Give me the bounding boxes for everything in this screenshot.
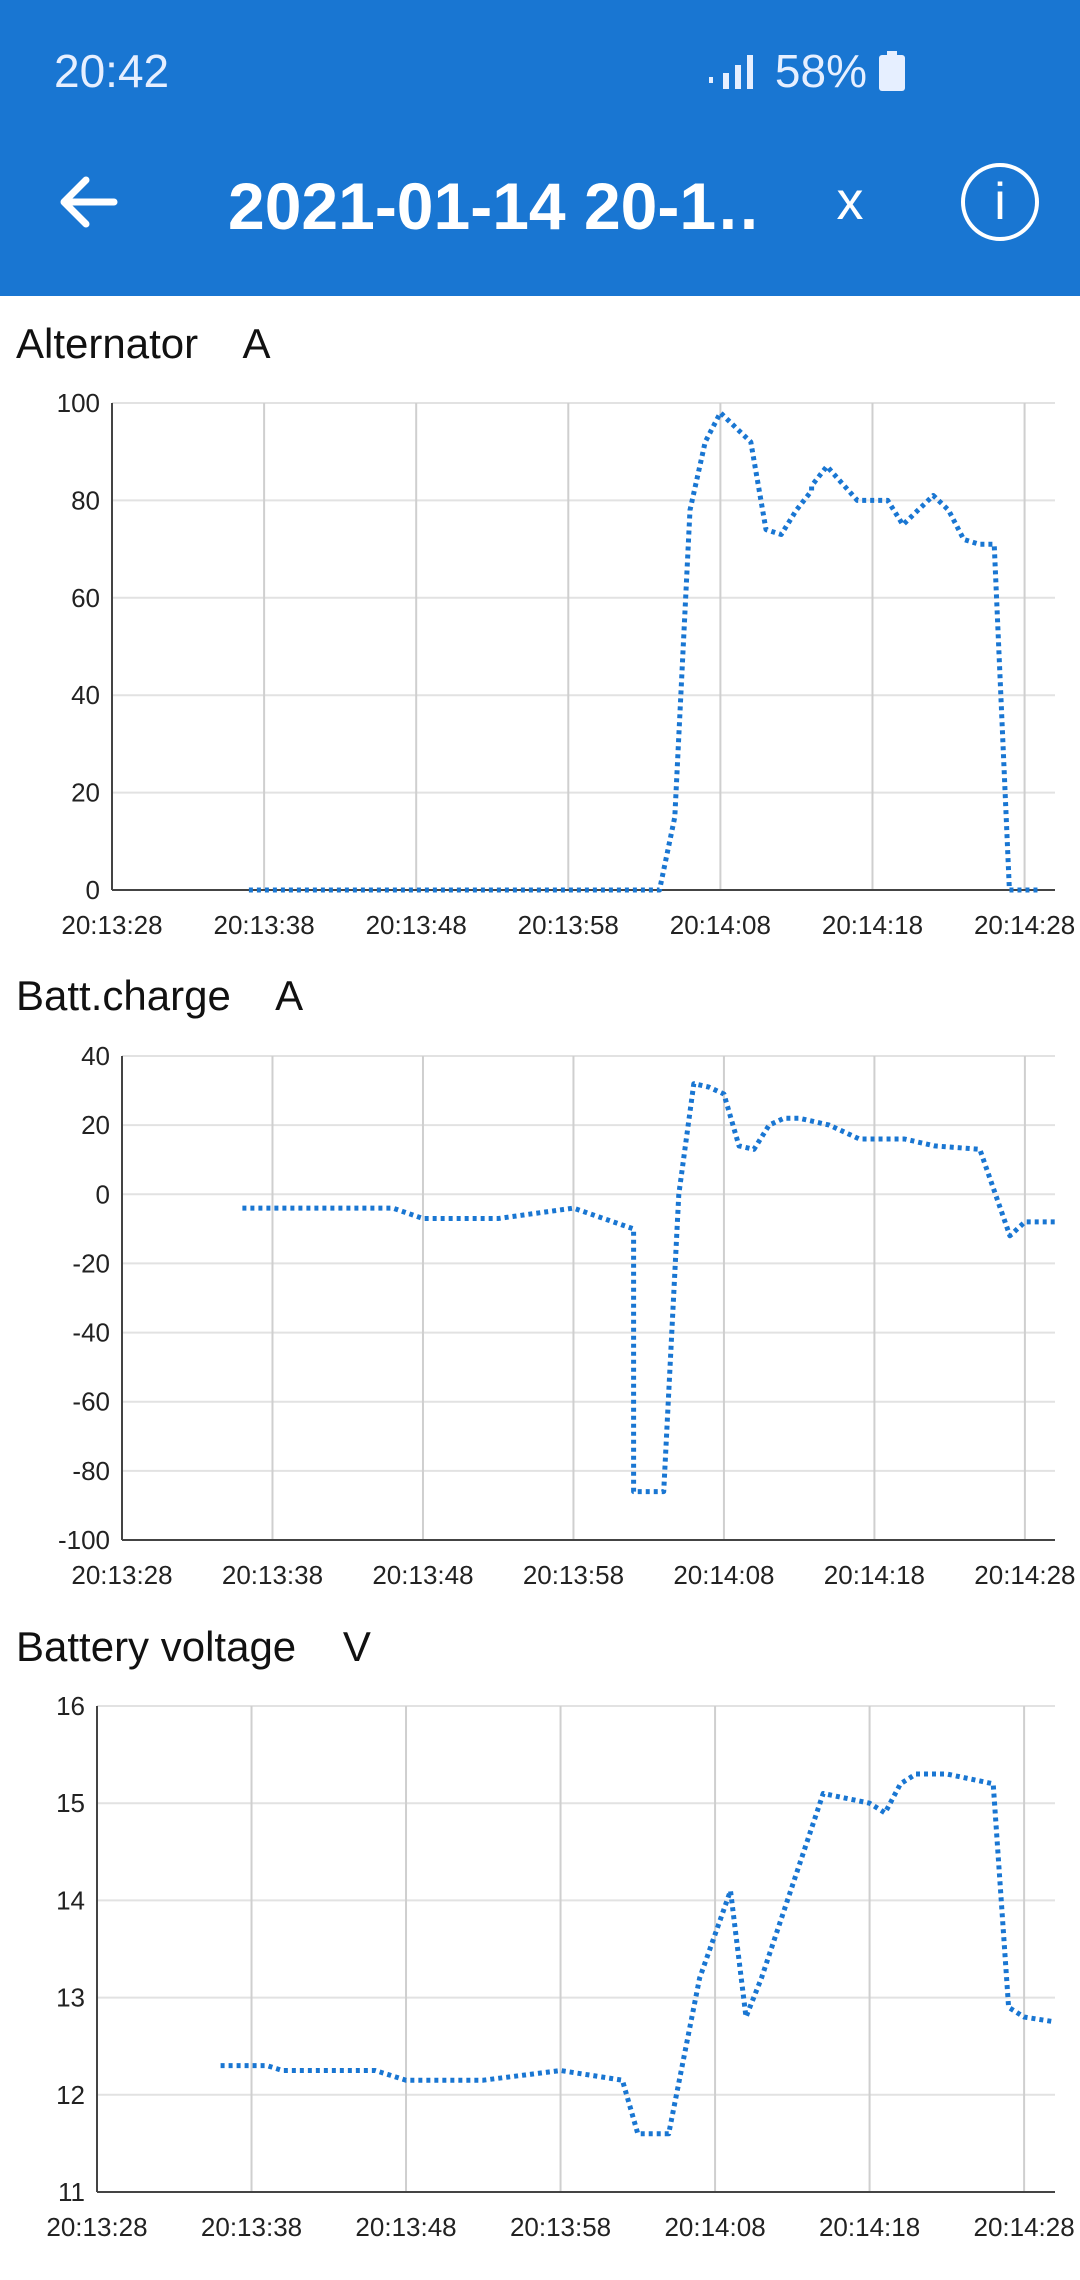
status-time: 20:42 xyxy=(54,45,170,97)
alternator-chart-plot: 0 20 40 60 80 100 20:13:28 20:13:38 20:13:48 20:1… xyxy=(57,388,1076,940)
y-tick-label: 20 xyxy=(71,778,100,808)
back-button[interactable] xyxy=(46,160,130,244)
x-tick-label: 20:14:08 xyxy=(673,1560,774,1590)
chart-title: Alternator A xyxy=(16,320,271,367)
x-tick-label: 20:14:08 xyxy=(664,2212,765,2242)
y-tick-label: 80 xyxy=(71,485,100,515)
chart-title: Battery voltage V xyxy=(16,1623,371,1670)
x-tick-label: 20:14:28 xyxy=(973,2212,1074,2242)
y-tick-label: 0 xyxy=(86,875,100,905)
y-tick-label: 13 xyxy=(56,1983,85,2013)
series-line xyxy=(220,1771,1056,2137)
y-tick-label: -20 xyxy=(72,1248,110,1278)
y-tick-label: 0 xyxy=(96,1179,110,1209)
x-tick-label: 20:13:48 xyxy=(366,910,467,940)
series-line xyxy=(242,1081,1055,1495)
y-tick-label: 11 xyxy=(58,2177,85,2207)
x-tick-label: 20:14:18 xyxy=(822,910,923,940)
signal-icon xyxy=(708,55,753,89)
y-tick-label: -40 xyxy=(72,1318,110,1348)
chart-title: Batt.charge A xyxy=(16,972,304,1019)
x-tick-label: 20:13:48 xyxy=(372,1560,473,1590)
battery-percent: 58% xyxy=(774,45,867,97)
x-tick-label: 20:13:28 xyxy=(71,1560,172,1590)
app-bar: 20:42 58% 2021-01-14 20-1… x i xyxy=(0,0,1080,296)
info-icon: i xyxy=(994,173,1006,231)
y-tick-label: -80 xyxy=(72,1456,110,1486)
batt-charge-chart-plot: -100 -80 -60 -40 -20 0 20 40 20:13:28 20:13:38 20:… xyxy=(58,1041,1076,1590)
x-tick-label: 20:13:58 xyxy=(510,2212,611,2242)
battery-icon xyxy=(879,51,905,91)
close-button[interactable]: x xyxy=(836,171,864,231)
page-title: 2021-01-14 20-1… xyxy=(228,169,758,243)
x-tick-label: 20:14:18 xyxy=(824,1560,925,1590)
y-tick-label: 40 xyxy=(81,1041,110,1071)
y-tick-label: 20 xyxy=(81,1110,110,1140)
battery-voltage-chart: Battery voltage V 11 12 13 14 15 16 20:13:28 20… xyxy=(0,1603,1080,2253)
status-indicators: 58% xyxy=(708,44,905,98)
y-tick-label: 14 xyxy=(56,1885,85,1915)
y-tick-label: 12 xyxy=(56,2080,85,2110)
y-tick-label: 40 xyxy=(71,680,100,710)
y-tick-label: 60 xyxy=(71,583,100,613)
x-tick-label: 20:13:58 xyxy=(523,1560,624,1590)
alternator-chart: Alternator A 0 20 40 60 80 100 20:13:28 20:13:3… xyxy=(0,300,1080,950)
x-tick-label: 20:14:28 xyxy=(974,910,1075,940)
x-tick-label: 20:13:38 xyxy=(213,910,314,940)
arrow-left-icon xyxy=(60,176,118,228)
y-tick-label: 16 xyxy=(56,1691,85,1721)
y-tick-label: 15 xyxy=(56,1788,85,1818)
y-tick-label: -100 xyxy=(58,1525,110,1555)
series-line xyxy=(248,410,1040,893)
battery-voltage-chart-plot: 11 12 13 14 15 16 20:13:28 20:13:38 20:13:48 20:1… xyxy=(46,1691,1074,2242)
x-tick-label: 20:13:38 xyxy=(222,1560,323,1590)
y-tick-label: 100 xyxy=(57,388,100,418)
batt-charge-chart: Batt.charge A -100 -80 -60 -40 -20 0 20 40 20:13… xyxy=(0,952,1080,1602)
x-tick-label: 20:13:58 xyxy=(518,910,619,940)
x-tick-label: 20:14:28 xyxy=(974,1560,1075,1590)
info-button[interactable]: i xyxy=(961,163,1039,241)
x-tick-label: 20:13:28 xyxy=(46,2212,147,2242)
x-tick-label: 20:14:08 xyxy=(670,910,771,940)
x-tick-label: 20:13:28 xyxy=(61,910,162,940)
y-tick-label: -60 xyxy=(72,1387,110,1417)
x-tick-label: 20:13:38 xyxy=(201,2212,302,2242)
x-tick-label: 20:13:48 xyxy=(355,2212,456,2242)
x-tick-label: 20:14:18 xyxy=(819,2212,920,2242)
